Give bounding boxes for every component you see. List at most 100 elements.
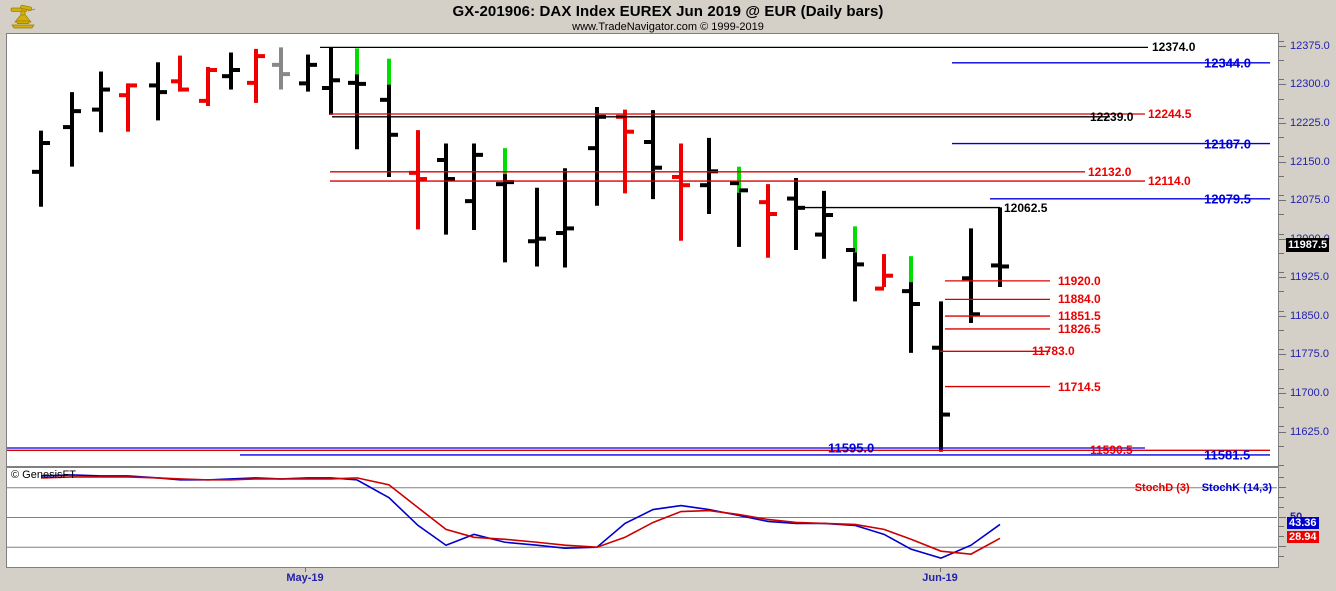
axis-minor-tick — [1279, 98, 1284, 100]
axis-minor-tick — [1279, 368, 1284, 370]
axis-minor-tick — [1279, 387, 1284, 389]
axis-minor-tick — [1279, 445, 1284, 447]
ohlc-bar — [730, 166, 748, 247]
ohlc-bar — [380, 58, 398, 177]
price-axis[interactable]: 12375.012300.012225.012150.012075.012000… — [1278, 33, 1336, 467]
stochastic-legend: StochD (3) StochK (14,3) — [1135, 482, 1272, 494]
axis-minor-tick — [1279, 330, 1284, 331]
price-level-label: 11590.5 — [1090, 443, 1133, 458]
axis-label: 12075.0 — [1290, 194, 1330, 207]
ohlc-bar — [672, 143, 690, 241]
price-level-label: 12239.0 — [1090, 109, 1134, 124]
axis-minor-tick — [1279, 233, 1284, 235]
ohlc-bar — [556, 168, 574, 268]
stochastic-k-legend: StochK (14,3) — [1201, 482, 1272, 494]
axis-minor-tick — [1279, 291, 1284, 293]
ohlc-bar — [199, 66, 217, 106]
date-axis-label: Jun-19 — [922, 572, 958, 584]
ohlc-bar — [902, 256, 920, 353]
axis-label: 11625.0 — [1290, 425, 1329, 438]
axis-label: 12225.0 — [1290, 117, 1330, 129]
ohlc-bar — [465, 143, 483, 230]
axis-minor-tick — [1279, 137, 1284, 139]
ohlc-bar — [528, 187, 546, 267]
ohlc-bar — [409, 130, 427, 230]
axis-tick — [1279, 200, 1286, 202]
page-title: GX-201906: DAX Index EUREX Jun 2019 @ EU… — [452, 3, 884, 20]
date-axis-label: May-19 — [286, 572, 324, 584]
axis-label: 11775.0 — [1290, 348, 1329, 361]
ohlc-bar — [991, 207, 1009, 288]
price-level-label: 11595.0 — [828, 440, 875, 456]
price-level-label: 12344.0 — [1204, 55, 1251, 71]
price-level-label: 12079.5 — [1204, 191, 1251, 207]
axis-minor-tick — [1279, 117, 1284, 119]
indicator-axis-minor-tick — [1279, 546, 1284, 548]
axis-tick — [1279, 84, 1286, 86]
theodolite-icon — [6, 1, 40, 32]
indicator-axis-minor-tick — [1279, 556, 1284, 558]
ohlc-bar — [846, 226, 864, 302]
axis-tick — [1279, 238, 1286, 240]
axis-minor-tick — [1279, 79, 1284, 81]
chart-header: GX-201906: DAX Index EUREX Jun 2019 @ EU… — [0, 0, 1336, 33]
ohlc-bar — [272, 47, 290, 90]
indicator-series-line — [40, 476, 1001, 555]
axis-label: 11850.0 — [1290, 309, 1329, 322]
axis-tick — [1279, 277, 1286, 279]
ohlc-bar — [437, 143, 455, 235]
price-level-label: 11783.0 — [1032, 344, 1075, 359]
axis-minor-tick — [1279, 40, 1284, 42]
price-plot — [7, 46, 1270, 456]
price-level-label: 11851.5 — [1058, 309, 1101, 324]
ohlc-bar — [815, 190, 833, 259]
ohlc-bar — [787, 178, 805, 250]
price-level-label: 11714.5 — [1058, 379, 1101, 394]
price-level-label: 11581.5 — [1204, 447, 1251, 463]
stochastic-d-legend: StochD (3) — [1134, 482, 1190, 494]
axis-minor-tick — [1279, 272, 1284, 274]
indicator-axis-minor-tick — [1279, 486, 1284, 488]
genesis-watermark: © GenesisFT — [11, 469, 76, 481]
indicator-axis-minor-tick — [1279, 506, 1284, 508]
price-chart-panel[interactable] — [6, 33, 1278, 467]
stochastic-indicator-panel[interactable]: © GenesisFT StochD (3) StochK (14,3) — [6, 467, 1278, 568]
axis-tick — [1279, 161, 1286, 163]
price-level-label: 12244.5 — [1148, 106, 1192, 121]
axis-tick — [1279, 123, 1286, 124]
ohlc-bar — [588, 107, 606, 206]
axis-label: 12375.0 — [1290, 39, 1330, 52]
axis-tick — [1279, 393, 1286, 394]
ohlc-bar — [171, 55, 189, 92]
axis-minor-tick — [1279, 465, 1284, 466]
ohlc-bar — [119, 83, 137, 132]
price-level-label: 11826.5 — [1058, 321, 1101, 336]
ohlc-bar — [644, 110, 662, 200]
price-level-label: 12374.0 — [1152, 40, 1196, 55]
axis-minor-tick — [1279, 214, 1284, 216]
date-axis[interactable]: May-19 Jun-19 — [6, 568, 1336, 591]
price-level-label: 11920.0 — [1058, 273, 1101, 288]
chart-subtitle: www.TradeNavigator.com © 1999-2019 — [572, 21, 764, 33]
price-level-label: 11884.0 — [1058, 292, 1101, 307]
stochastic-plot — [7, 474, 1277, 559]
axis-label: 11700.0 — [1290, 387, 1329, 399]
ohlc-bar — [149, 62, 167, 121]
ohlc-bar — [247, 48, 265, 103]
axis-minor-tick — [1279, 175, 1284, 177]
price-level-label: 12132.0 — [1088, 164, 1132, 179]
indicator-axis-minor-tick — [1279, 526, 1284, 528]
ohlc-bar — [32, 130, 50, 207]
axis-tick — [1279, 315, 1286, 317]
date-axis-tick — [305, 568, 306, 572]
ohlc-bar — [932, 301, 950, 452]
price-level-label: 12114.0 — [1148, 174, 1191, 189]
axis-tick — [1279, 431, 1286, 433]
stochastic-d-value-badge: 28.94 — [1287, 531, 1319, 544]
axis-minor-tick — [1279, 252, 1284, 254]
indicator-axis-minor-tick — [1279, 476, 1284, 478]
ohlc-bar — [759, 184, 777, 258]
axis-minor-tick — [1279, 426, 1284, 428]
axis-minor-tick — [1279, 349, 1284, 351]
